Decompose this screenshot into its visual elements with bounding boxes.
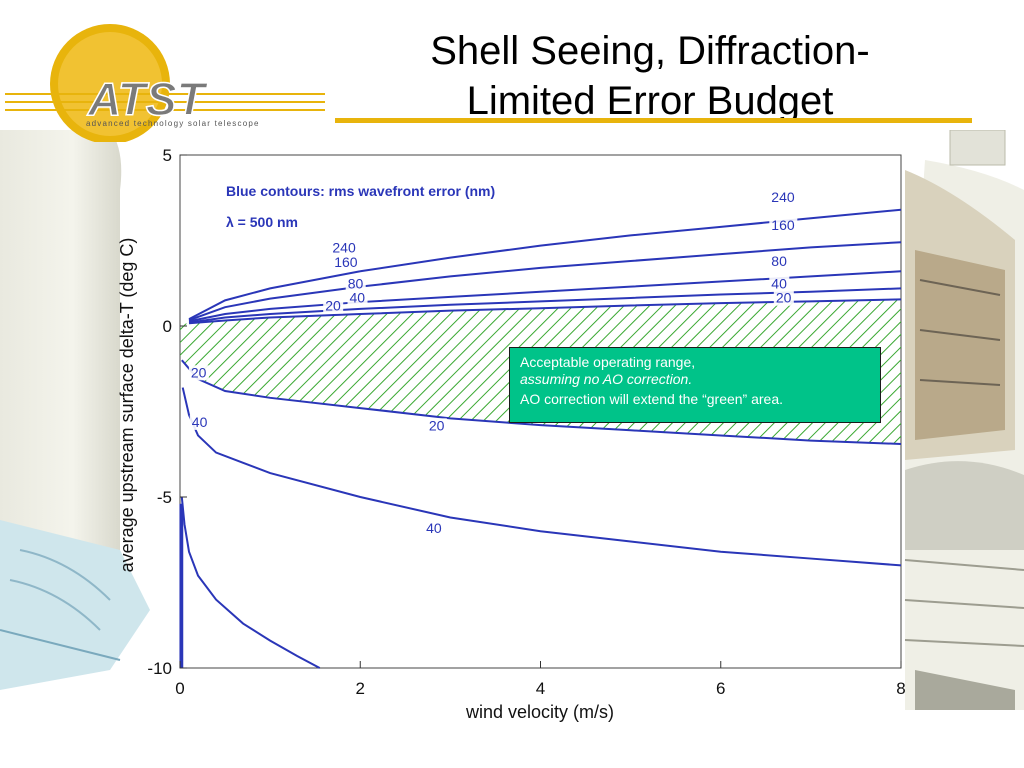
- contour-label-bg-8: [347, 290, 368, 306]
- y-axis-ticks: 5 0 -5 -10: [147, 146, 187, 678]
- y-tick-label-1: 0: [163, 317, 172, 336]
- x-tick-label-2: 4: [536, 679, 545, 698]
- contour-label-bg-12: [426, 418, 447, 434]
- contour-label-bg-7: [345, 276, 366, 292]
- contour-label-bg-6: [332, 255, 361, 271]
- x-tick-label-4: 8: [896, 679, 905, 698]
- contour-label-11: 40: [192, 414, 208, 430]
- contour-label-bg-10: [188, 365, 209, 381]
- contour-label-bg-5: [330, 240, 359, 256]
- x-axis-ticks: 0 2 4 6 8: [175, 661, 906, 698]
- x-axis-title: wind velocity (m/s): [465, 702, 614, 722]
- contour-label-bg-4: [773, 290, 794, 306]
- atst-logo: ATST advanced technology solar telescope: [5, 24, 325, 142]
- logo-text: ATST: [87, 73, 209, 125]
- title-underline: [335, 118, 972, 123]
- contour-label-5: 240: [332, 239, 356, 255]
- title-line-2: Limited Error Budget: [466, 79, 834, 123]
- contour-label-8: 40: [350, 290, 366, 306]
- contour-line-4: [188, 298, 902, 325]
- callout-line-1: Acceptable operating range,: [520, 354, 696, 370]
- contour-label-1: 160: [771, 217, 795, 233]
- contour-label-2: 80: [771, 253, 787, 269]
- y-tick-label-2: -5: [157, 488, 172, 507]
- contour-line-2: [188, 270, 902, 323]
- contour-lines: [179, 208, 902, 669]
- title-line-1: Shell Seeing, Diffraction-: [430, 29, 870, 73]
- contour-line-7: [180, 496, 321, 669]
- background-telescope-right: [904, 130, 1024, 710]
- background-telescope-left: [0, 130, 150, 690]
- contour-label-bg-1: [769, 218, 798, 234]
- contour-label-6: 160: [334, 254, 358, 270]
- x-tick-label-1: 2: [356, 679, 365, 698]
- acceptable-range-callout: Acceptable operating range, assuming no …: [509, 347, 881, 423]
- y-tick-label-3: -10: [147, 659, 172, 678]
- contour-label-9: 20: [325, 298, 341, 314]
- contour-label-12: 20: [429, 417, 445, 433]
- contour-line-0: [188, 208, 902, 321]
- contour-label-bg-11: [189, 414, 210, 430]
- contour-label-4: 20: [776, 290, 792, 306]
- contour-label-7: 80: [348, 275, 364, 291]
- contour-line-6: [181, 387, 902, 567]
- contour-label-bg-0: [769, 189, 798, 205]
- x-tick-label-0: 0: [175, 679, 184, 698]
- annotation-wavelength: λ = 500 nm: [226, 214, 298, 230]
- slide-title: Shell Seeing, Diffraction- Limited Error…: [340, 26, 960, 126]
- contour-label-10: 20: [191, 364, 207, 380]
- x-tick-label-3: 6: [716, 679, 725, 698]
- logo-subtitle: advanced technology solar telescope: [86, 119, 260, 128]
- y-axis-title: average upstream surface delta-T (deg C): [117, 238, 137, 573]
- contour-label-bg-2: [769, 254, 790, 270]
- contour-line-1: [188, 241, 902, 322]
- contour-label-13: 40: [426, 520, 442, 536]
- callout-line-3: AO correction will extend the “green” ar…: [520, 391, 784, 407]
- contour-label-bg-9: [323, 298, 344, 314]
- annotation-contours: Blue contours: rms wavefront error (nm): [226, 183, 495, 199]
- contour-line-3: [188, 287, 902, 324]
- contour-label-0: 240: [771, 189, 795, 205]
- y-tick-label-0: 5: [163, 146, 172, 165]
- contour-label-bg-13: [424, 520, 445, 536]
- contour-line-5: [181, 359, 902, 445]
- contour-label-bg-3: [769, 276, 790, 292]
- contour-label-3: 40: [771, 275, 787, 291]
- callout-line-2: assuming no AO correction.: [520, 371, 693, 387]
